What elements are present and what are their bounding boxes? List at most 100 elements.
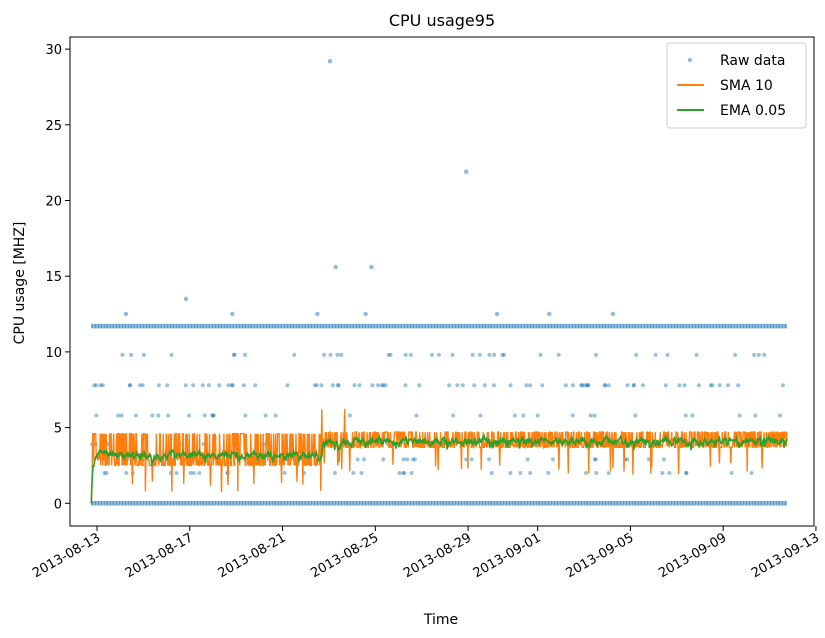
raw-data-point bbox=[335, 352, 340, 357]
raw-data-point bbox=[778, 413, 782, 418]
raw-data-point bbox=[140, 383, 145, 388]
raw-data-point bbox=[633, 413, 638, 418]
raw-data-outlier bbox=[327, 59, 333, 64]
raw-data-point bbox=[408, 352, 413, 357]
raw-data-outlier bbox=[369, 264, 374, 270]
raw-data-point bbox=[682, 383, 687, 388]
raw-data-point bbox=[482, 383, 487, 388]
raw-data-point bbox=[401, 471, 406, 475]
raw-data-point bbox=[197, 471, 202, 475]
y-tick-label: 20 bbox=[45, 195, 62, 210]
raw-data-outlier bbox=[363, 311, 368, 317]
raw-data-point bbox=[487, 457, 492, 462]
raw-data-point bbox=[762, 352, 767, 357]
legend: Raw data SMA 10 EMA 0.05 bbox=[666, 42, 807, 129]
plot-frame bbox=[69, 36, 815, 527]
raw-data-point bbox=[603, 383, 608, 388]
raw-data-point bbox=[538, 352, 543, 357]
x-tick-label: 2013-08-25 bbox=[308, 530, 381, 581]
raw-data-point bbox=[736, 383, 741, 388]
raw-data-point bbox=[174, 471, 179, 475]
raw-data-point bbox=[137, 383, 142, 388]
raw-data-point bbox=[556, 352, 561, 357]
raw-data-point bbox=[470, 352, 475, 357]
y-tick-label: 0 bbox=[54, 497, 62, 512]
raw-data-point bbox=[528, 383, 533, 388]
raw-data-point bbox=[230, 383, 234, 388]
raw-data-point bbox=[263, 413, 268, 418]
raw-data-point bbox=[232, 352, 237, 357]
raw-data-point bbox=[98, 383, 103, 388]
raw-data-point bbox=[606, 471, 611, 475]
raw-data-point bbox=[592, 457, 597, 462]
y-tick-label: 5 bbox=[54, 422, 62, 437]
raw-data-point bbox=[417, 383, 422, 388]
raw-data-point bbox=[430, 352, 434, 357]
raw-data-point bbox=[352, 383, 357, 388]
raw-data-point bbox=[380, 383, 385, 388]
raw-data-point bbox=[322, 352, 327, 357]
raw-data-point bbox=[200, 383, 205, 388]
raw-data-point bbox=[512, 413, 517, 418]
raw-data-point bbox=[586, 383, 591, 388]
raw-data-point bbox=[437, 352, 441, 357]
raw-data-point bbox=[570, 383, 575, 388]
x-tick-label: 2013-09-05 bbox=[563, 530, 636, 581]
raw-data-point bbox=[116, 413, 121, 418]
raw-data-point bbox=[579, 383, 584, 388]
raw-data-point bbox=[191, 383, 196, 388]
raw-data-point bbox=[752, 352, 757, 357]
raw-data-point bbox=[625, 457, 630, 462]
raw-data-point bbox=[585, 383, 589, 388]
raw-data-point bbox=[447, 383, 452, 388]
raw-data-point bbox=[594, 352, 599, 357]
raw-data-point bbox=[653, 352, 658, 357]
raw-data-point bbox=[684, 471, 689, 475]
raw-data-point bbox=[328, 352, 333, 357]
raw-data-point bbox=[211, 413, 216, 418]
raw-data-point bbox=[582, 383, 587, 388]
raw-data-point bbox=[351, 471, 356, 475]
raw-data-point bbox=[243, 352, 247, 357]
raw-data-point bbox=[133, 413, 138, 418]
raw-data-outlier bbox=[183, 296, 189, 302]
raw-data-point bbox=[593, 457, 598, 462]
raw-data-point bbox=[412, 457, 417, 462]
raw-data-point bbox=[661, 457, 666, 462]
ema-0.05-series bbox=[90, 433, 788, 504]
raw-data-point bbox=[128, 383, 133, 388]
raw-data-point bbox=[570, 413, 575, 418]
x-axis-label: Time bbox=[423, 612, 458, 628]
raw-data-point bbox=[102, 471, 107, 475]
raw-data-point bbox=[487, 352, 492, 357]
raw-data-point bbox=[355, 457, 360, 462]
raw-data-point bbox=[403, 383, 408, 388]
raw-data-point bbox=[631, 383, 636, 388]
raw-data-point bbox=[124, 471, 129, 475]
raw-data-point bbox=[592, 413, 597, 418]
raw-data-point bbox=[588, 413, 593, 418]
legend-label: SMA 10 bbox=[720, 78, 773, 94]
raw-data-point bbox=[690, 413, 695, 418]
raw-data-point bbox=[665, 352, 670, 357]
legend-label: EMA 0.05 bbox=[720, 103, 786, 119]
raw-data-point bbox=[478, 413, 483, 418]
raw-data-point bbox=[546, 471, 551, 475]
raw-data-point bbox=[120, 352, 125, 357]
raw-data-point bbox=[285, 383, 290, 388]
raw-data-point bbox=[381, 457, 386, 462]
x-tick-label: 2013-08-13 bbox=[30, 530, 103, 581]
raw-data-point bbox=[594, 471, 599, 475]
raw-data-point bbox=[641, 383, 645, 388]
raw-data-point bbox=[409, 471, 414, 475]
raw-data-point bbox=[472, 383, 477, 388]
raw-data-point bbox=[625, 383, 630, 388]
raw-data-point bbox=[104, 471, 109, 475]
raw-data-point bbox=[521, 413, 526, 418]
raw-data-point bbox=[226, 383, 231, 388]
raw-data-point bbox=[92, 383, 97, 388]
raw-data-point bbox=[502, 352, 507, 357]
raw-data-point bbox=[319, 383, 324, 388]
raw-data-point bbox=[243, 413, 248, 418]
